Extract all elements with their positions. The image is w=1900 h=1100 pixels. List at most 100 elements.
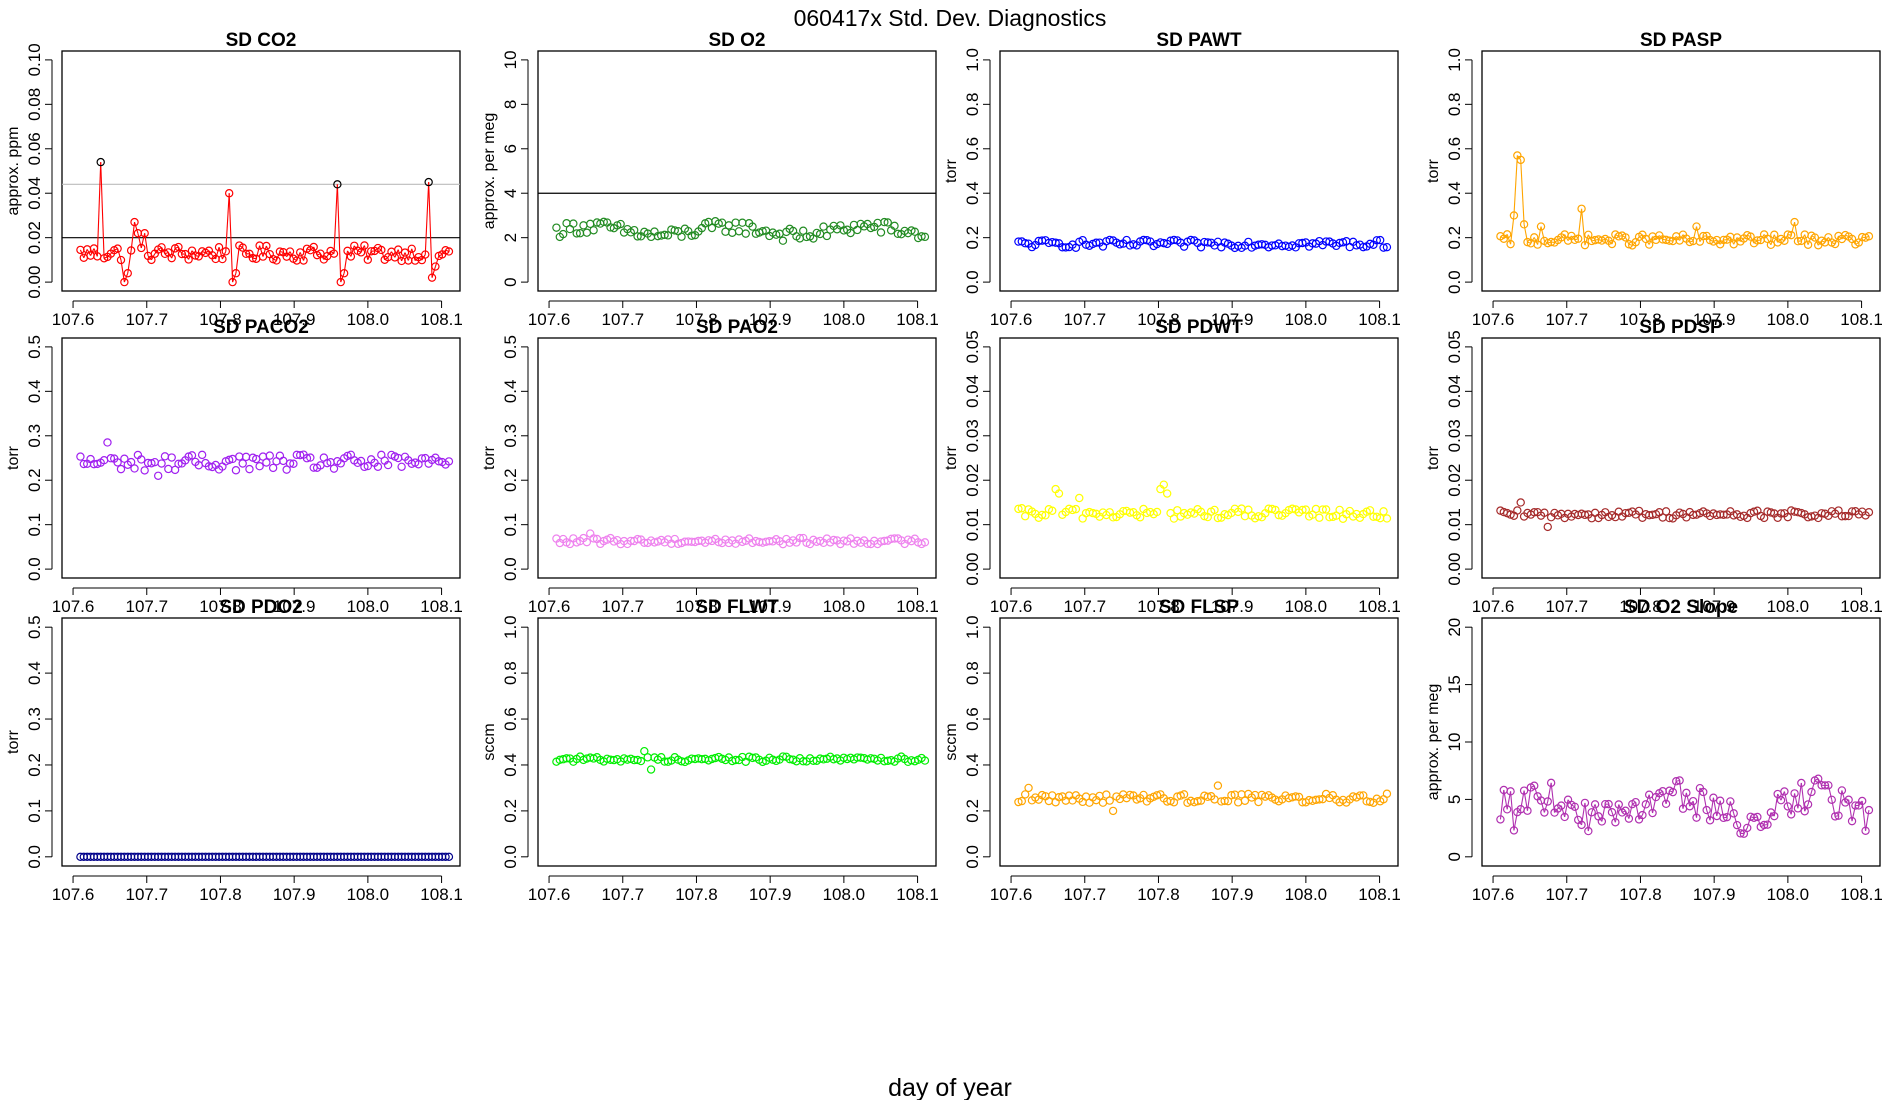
y-tick-label: 0.04 xyxy=(25,177,44,210)
data-point xyxy=(1051,798,1060,807)
data-point xyxy=(1864,805,1874,815)
x-tick-label: 107.7 xyxy=(1545,885,1588,904)
x-tick-label: 108.0 xyxy=(347,885,390,904)
data-point xyxy=(140,466,149,475)
series-segment xyxy=(411,248,416,261)
data-point xyxy=(221,247,231,256)
panel-title: SD PAWT xyxy=(1156,30,1242,51)
data-point xyxy=(1573,234,1583,243)
data-point xyxy=(1780,236,1789,246)
data-point xyxy=(424,177,433,187)
x-tick-label: 107.6 xyxy=(52,597,95,616)
x-tick-label: 107.9 xyxy=(1211,310,1254,329)
data-point xyxy=(235,452,244,461)
x-tick-label: 107.7 xyxy=(1545,310,1588,329)
data-point xyxy=(434,457,444,466)
data-point xyxy=(441,852,450,862)
series-segment xyxy=(171,248,176,259)
series-segment xyxy=(1729,801,1735,814)
data-point xyxy=(1108,806,1118,816)
panel-title: SD PACO2 xyxy=(213,317,309,338)
data-point xyxy=(241,249,251,259)
y-tick-label: 0.0 xyxy=(1445,270,1464,294)
series-segment xyxy=(191,250,196,256)
data-point xyxy=(1213,513,1223,523)
series-segment xyxy=(1783,791,1789,807)
data-point xyxy=(1699,787,1708,797)
data-point xyxy=(1800,807,1809,816)
series-segment xyxy=(1831,242,1836,245)
y-tick-label: 0.06 xyxy=(25,132,44,165)
y-tick-label: 0.5 xyxy=(25,615,44,639)
data-point xyxy=(687,231,696,240)
x-tick-label: 108.1 xyxy=(1358,310,1401,329)
data-point xyxy=(275,247,285,256)
data-point xyxy=(1715,796,1725,805)
data-point xyxy=(1837,786,1847,795)
data-point xyxy=(1071,504,1081,514)
data-point xyxy=(1638,810,1647,820)
data-point xyxy=(1311,504,1321,514)
data-point xyxy=(1861,826,1870,835)
data-point xyxy=(1152,507,1162,517)
panel-sd-o2-slope: SD O2 Slope 0 5 10 15 20 approx. per meg 107.6 1… xyxy=(1425,597,1883,904)
data-point xyxy=(262,458,271,467)
data-point xyxy=(336,277,345,287)
data-point xyxy=(363,255,373,264)
y-axis-label: approx. per meg xyxy=(1425,684,1442,801)
panel-title: SD FLSP xyxy=(1159,597,1240,618)
series-segment xyxy=(1692,801,1698,818)
y-tick-label: 0.05 xyxy=(1445,330,1464,363)
y-tick-label: 0.6 xyxy=(1445,137,1464,161)
data-point xyxy=(1719,510,1728,519)
data-point xyxy=(1851,801,1860,810)
series-segment xyxy=(1810,780,1816,793)
data-point xyxy=(1085,798,1094,807)
data-point xyxy=(265,451,274,460)
series-segment xyxy=(1641,234,1647,240)
data-point xyxy=(1513,506,1522,515)
data-point xyxy=(917,232,926,241)
data-point xyxy=(89,244,99,253)
series-segment xyxy=(252,257,257,260)
y-tick-label: 2 xyxy=(501,233,520,242)
data-point xyxy=(1020,239,1030,248)
data-point xyxy=(616,219,625,229)
y-tick-label: 0.4 xyxy=(25,661,44,685)
x-tick-label: 107.7 xyxy=(1063,597,1106,616)
plot-frame xyxy=(537,50,937,292)
data-point xyxy=(1068,505,1077,515)
series-segment xyxy=(1814,237,1819,246)
series-segment xyxy=(221,251,227,260)
series-segment xyxy=(340,273,345,283)
data-point xyxy=(218,254,227,264)
data-point xyxy=(734,227,744,236)
series-segment xyxy=(265,245,271,255)
data-point xyxy=(366,247,376,256)
data-point xyxy=(1580,798,1590,808)
data-point xyxy=(1786,230,1796,240)
data-point xyxy=(1546,778,1556,788)
data-point xyxy=(1770,230,1779,239)
data-point xyxy=(1523,806,1532,815)
data-point xyxy=(1770,811,1779,821)
series-segment xyxy=(1787,806,1792,815)
data-point xyxy=(1834,811,1843,820)
panel-sd-flwt: SD FLWT 0.0 0.2 0.4 0.6 0.8 1.0 sccm 107.6 107.7 1… xyxy=(481,597,939,904)
plot-frame xyxy=(1481,337,1881,579)
data-point xyxy=(302,454,312,463)
data-point xyxy=(893,229,903,239)
data-point xyxy=(1139,790,1148,800)
series-segment xyxy=(1726,801,1731,818)
x-tick-label: 108.1 xyxy=(1358,885,1401,904)
x-tick-label: 107.8 xyxy=(675,597,718,616)
y-tick-label: 0.5 xyxy=(25,335,44,359)
y-tick-label: 0.0 xyxy=(963,845,982,869)
data-point xyxy=(279,456,288,466)
series-segment xyxy=(1669,790,1674,793)
series-segment xyxy=(1695,226,1701,242)
series-segment xyxy=(1736,824,1741,834)
series-segment xyxy=(1638,814,1643,820)
data-point xyxy=(1692,222,1701,231)
series-segment xyxy=(326,250,332,257)
